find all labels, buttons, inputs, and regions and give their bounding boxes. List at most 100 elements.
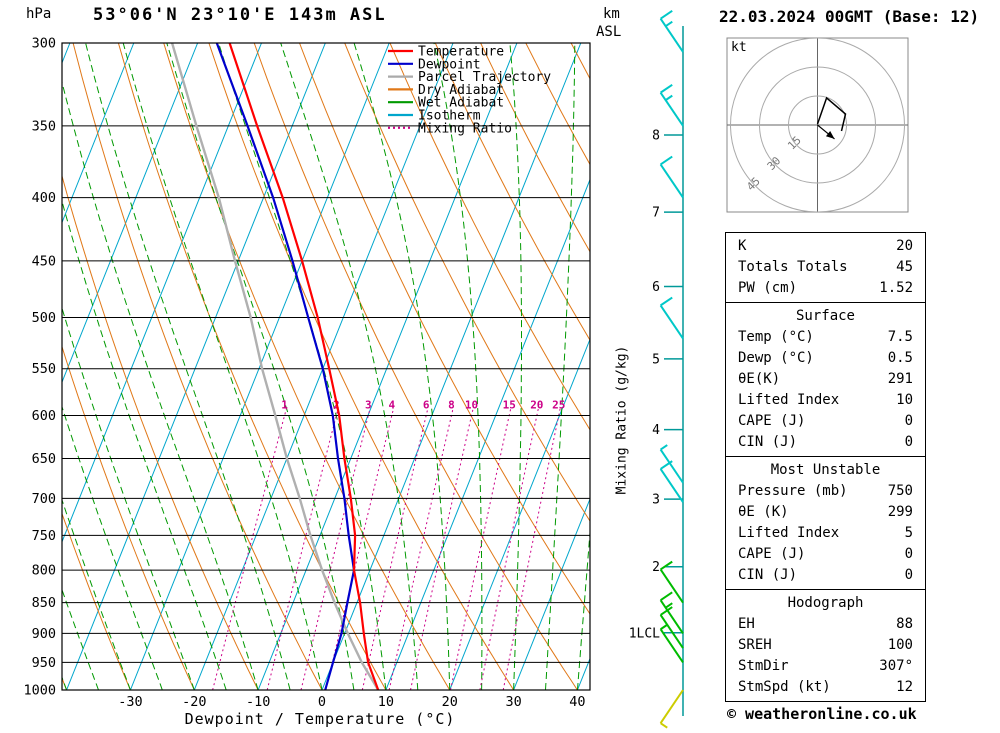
dewpoint-curve — [215, 43, 356, 690]
stat-row: θE(K) 291 — [726, 369, 925, 390]
wind-barb — [659, 296, 684, 340]
mixing-ratio-lines — [212, 408, 561, 690]
stat-row: θE (K) 299 — [726, 502, 925, 523]
legend-label: Wet Adiabat — [418, 96, 504, 111]
temperature-tick-label: 30 — [505, 694, 521, 710]
stat-value: 20 — [896, 238, 913, 254]
wind-barb — [659, 560, 684, 604]
stat-label: θE (K) — [738, 504, 789, 520]
legend-label: Parcel Trajectory — [418, 70, 551, 85]
mixing-ratio-value-label: 20 — [530, 398, 543, 411]
stat-row: CAPE (J) 0 — [726, 544, 925, 565]
stat-value: 299 — [887, 504, 913, 520]
pressure-tick-label: 300 — [32, 36, 56, 52]
stat-row: Pressure (mb) 750 — [726, 481, 925, 502]
hodograph-ring — [759, 66, 876, 184]
km-tick-label: 2 — [652, 560, 660, 575]
pressure-tick-label: 950 — [32, 655, 56, 671]
mixing-ratio-value-label: 3 — [365, 398, 372, 411]
km-tick-label: 5 — [652, 352, 660, 367]
stat-label: StmDir — [738, 658, 789, 674]
stat-label: SREH — [738, 637, 772, 653]
km-tick-label: 1LCL — [629, 626, 660, 641]
stat-value: 0.5 — [887, 350, 913, 366]
mixing-ratio-value-label: 8 — [448, 398, 455, 411]
temperature-tick-label: 10 — [378, 694, 394, 710]
stat-label: StmSpd (kt) — [738, 679, 831, 695]
temperature-curve — [228, 43, 380, 690]
stat-value: 0 — [904, 546, 913, 562]
mixing-ratio-axis-title: Mixing Ratio (g/kg) — [614, 345, 630, 495]
stat-value: 1.52 — [879, 280, 913, 296]
stats-box-surface: Surface Temp (°C) 7.5 Dewp (°C) 0.5 θE(K) 291 L… — [725, 302, 926, 457]
stat-label: θE(K) — [738, 371, 781, 387]
stats-box-title: Most Unstable — [770, 462, 881, 478]
pressure-gridlines — [62, 42, 590, 691]
pressure-tick-labels: 300 350 400 450 500 550 600 650 700 750 800 850 900 9… — [23, 36, 56, 699]
km-tick-label: 7 — [652, 206, 660, 221]
km-axis: 8 7 6 5 4 3 2 1LCL — [629, 26, 684, 716]
hodograph-unit-label: kt — [731, 40, 747, 55]
pressure-tick-label: 700 — [32, 491, 56, 507]
stat-row: Totals Totals 45 — [726, 257, 925, 278]
km-axis-unit: km — [603, 6, 620, 22]
pressure-tick-label: 450 — [32, 253, 56, 269]
pressure-tick-label: 400 — [32, 190, 56, 206]
stats-box-most-unstable: Most Unstable Pressure (mb) 750 θE (K) 299 Li… — [725, 456, 926, 590]
pressure-tick-label: 650 — [32, 451, 56, 467]
stats-box-title: Surface — [795, 308, 855, 324]
wind-barb — [659, 689, 684, 729]
stat-label: K — [738, 238, 747, 254]
stat-value: 45 — [896, 259, 913, 275]
pressure-tick-label: 900 — [32, 626, 56, 642]
wind-barbs — [659, 10, 684, 729]
stat-label: CAPE (J) — [738, 546, 806, 562]
wind-barb — [659, 155, 684, 199]
hodograph-ring — [730, 38, 905, 212]
stat-row: StmDir 307° — [726, 656, 925, 677]
wind-barb — [659, 606, 684, 649]
mixing-ratio-value-label: 1 — [281, 398, 288, 411]
stat-row: Lifted Index 10 — [726, 390, 925, 411]
stat-value: 5 — [904, 525, 913, 541]
mixing-ratio-value-label: 6 — [423, 398, 430, 411]
stats-tables: K 20 Totals Totals 45 PW (cm) 1.52 Surface Temp… — [725, 232, 926, 702]
stat-label: CIN (J) — [738, 434, 798, 450]
stat-label: PW (cm) — [738, 280, 798, 296]
pressure-tick-label: 750 — [32, 528, 56, 544]
km-tick-label: 8 — [652, 128, 660, 143]
pressure-tick-label: 1000 — [23, 683, 56, 699]
stat-value: 291 — [887, 371, 913, 387]
stat-row: SREH 100 — [726, 635, 925, 656]
stat-label: CIN (J) — [738, 567, 798, 583]
sounding-curves — [170, 43, 380, 690]
stat-row: CAPE (J) 0 — [726, 411, 925, 432]
km-tick-label: 3 — [652, 493, 660, 508]
isotherm-lines — [62, 43, 590, 690]
copyright: © weatheronline.co.uk — [727, 705, 917, 723]
asl-axis-unit: ASL — [596, 24, 622, 40]
stats-box-hodograph: Hodograph EH 88 SREH 100 StmDir 307° StmSpd (kt… — [725, 589, 926, 702]
hodograph-ring — [788, 95, 847, 155]
stats-box-indices: K 20 Totals Totals 45 PW (cm) 1.52 — [725, 232, 926, 303]
run-datetime: 22.03.2024 00GMT (Base: 12) — [719, 7, 980, 26]
stat-row: Lifted Index 5 — [726, 523, 925, 544]
stat-label: Lifted Index — [738, 525, 840, 541]
legend-label: Dewpoint — [418, 57, 481, 72]
parcel-trajectory-curve — [170, 43, 380, 690]
wind-barb — [659, 444, 684, 484]
km-tick-label: 6 — [652, 280, 660, 295]
storm-motion-arrow — [825, 131, 835, 139]
legend-label: Dry Adiabat — [418, 83, 504, 98]
stats-box-title: Hodograph — [787, 595, 864, 611]
mixing-ratio-value-label: 10 — [465, 398, 478, 411]
stat-row: EH 88 — [726, 614, 925, 635]
wind-barb — [659, 460, 684, 503]
stat-value: 0 — [904, 567, 913, 583]
stat-value: 307° — [879, 658, 913, 674]
temperature-tick-label: 20 — [442, 694, 458, 710]
stat-value: 0 — [904, 434, 913, 450]
